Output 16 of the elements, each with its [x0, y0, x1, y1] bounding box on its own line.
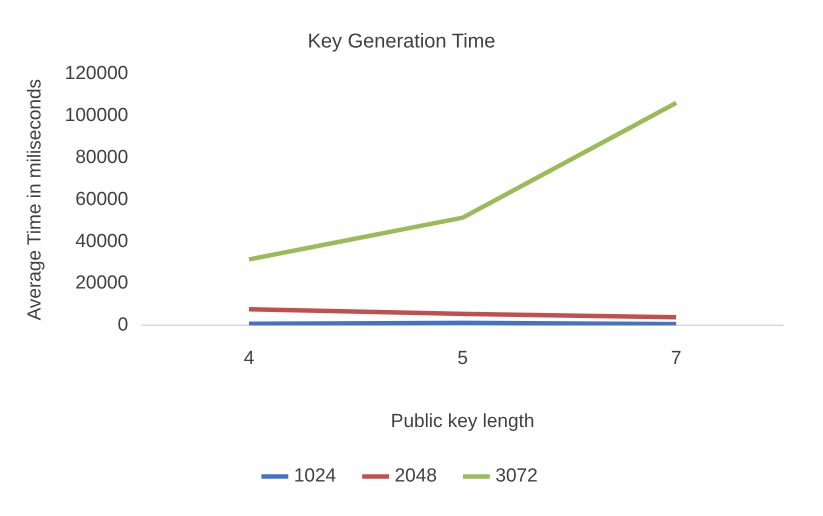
- y-axis-title: Average Time in miliseconds: [24, 78, 46, 320]
- x-tick-label: 7: [670, 348, 682, 370]
- y-tick-label: 100000: [64, 105, 128, 126]
- y-tick-label: 120000: [64, 63, 128, 84]
- x-tick-label: 5: [457, 348, 468, 370]
- x-axis-title: Public key length: [390, 410, 534, 432]
- y-tick-label: 60000: [75, 188, 128, 210]
- y-tick-label: 80000: [75, 147, 128, 168]
- y-tick-label: 40000: [75, 230, 128, 252]
- y-tick-label: 0: [118, 314, 128, 336]
- legend-label: 1024: [294, 466, 337, 487]
- legend-label: 2048: [394, 466, 437, 487]
- chart-title: Key Generation Time: [308, 30, 496, 53]
- x-tick-label: 4: [244, 348, 255, 370]
- y-tick-label: 20000: [75, 272, 128, 294]
- legend-label: 3072: [495, 466, 538, 487]
